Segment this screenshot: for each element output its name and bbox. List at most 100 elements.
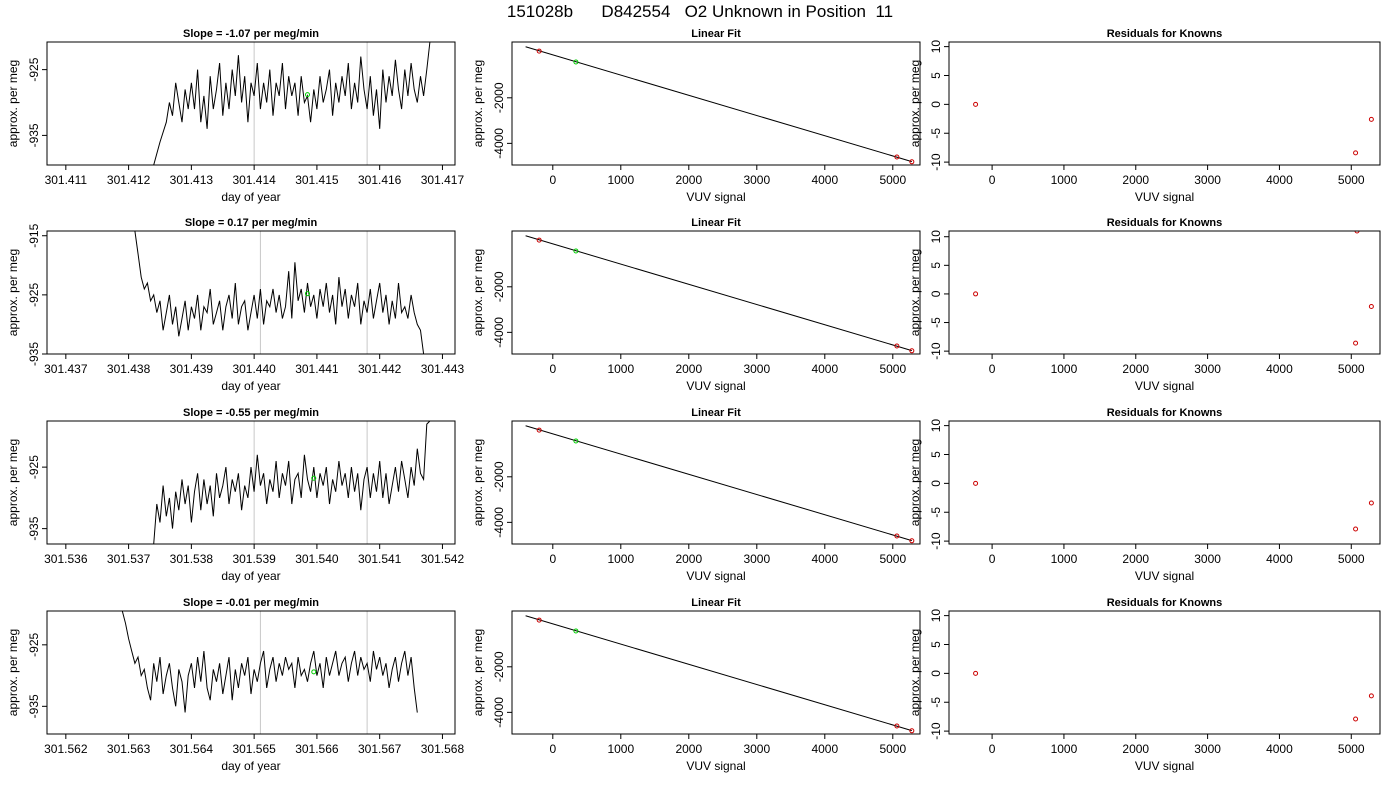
series-line <box>153 42 431 165</box>
x-tick-label: 301.415 <box>295 173 339 187</box>
data-point <box>1368 304 1374 310</box>
x-tick-label: 301.414 <box>232 173 276 187</box>
x-tick-label: 1000 <box>1051 362 1078 376</box>
y-tick-label: -5 <box>929 697 943 708</box>
y-axis-label: approx. per meg <box>908 439 922 526</box>
data-point <box>909 538 915 544</box>
y-tick-label: -935 <box>27 694 41 718</box>
y-tick-label: 0 <box>929 101 943 108</box>
x-axis-label: VUV signal <box>686 759 745 773</box>
data-point <box>536 427 542 433</box>
y-axis-label: approx. per meg <box>471 439 485 526</box>
x-axis-label: VUV signal <box>1135 379 1194 393</box>
plot-area <box>973 231 1374 346</box>
x-tick-label: 301.536 <box>44 552 88 566</box>
x-tick-label: 3000 <box>1194 362 1221 376</box>
series-line <box>121 611 418 713</box>
x-tick-label: 1000 <box>1051 173 1078 187</box>
plot-frame <box>46 420 456 545</box>
fit-panel: Linear Fit 0 1000 2000 3000 4000 5000 -4000 -200… <box>471 217 921 393</box>
x-tick-label: 3000 <box>743 173 770 187</box>
x-tick-label: 0 <box>549 173 556 187</box>
x-tick-label: 3000 <box>743 552 770 566</box>
y-tick-label: -935 <box>27 123 41 147</box>
ts-panel: Slope = -0.55 per meg/min 301.536 301.537 3… <box>6 407 464 583</box>
y-tick-label: -925 <box>27 57 41 81</box>
plot-area <box>525 235 915 354</box>
x-tick-label: 301.564 <box>170 742 214 756</box>
x-axis-label: VUV signal <box>686 379 745 393</box>
x-tick-label: 4000 <box>811 362 838 376</box>
y-tick-label: 5 <box>929 262 943 269</box>
x-tick-label: 0 <box>989 362 996 376</box>
data-point <box>1368 693 1374 699</box>
y-tick-label: -2000 <box>492 461 506 492</box>
x-tick-label: 301.440 <box>232 362 276 376</box>
x-tick-label: 301.537 <box>107 552 151 566</box>
plot-area <box>973 480 1374 532</box>
resid-panel: Residuals for Knowns 0 1000 2000 3000 4000 500… <box>908 597 1381 773</box>
y-axis-label: approx. per meg <box>6 439 20 526</box>
x-tick-label: 301.439 <box>170 362 214 376</box>
x-tick-label: 1000 <box>607 173 634 187</box>
x-tick-label: 5000 <box>1338 173 1365 187</box>
resid-panel: Residuals for Knowns 0 1000 2000 3000 4000 500… <box>908 407 1381 583</box>
y-tick-label: 10 <box>929 40 943 54</box>
y-tick-label: -5 <box>929 507 943 518</box>
y-tick-label: 10 <box>929 609 943 623</box>
panel-title: Linear Fit <box>691 597 741 609</box>
y-tick-label: 10 <box>929 230 943 244</box>
y-tick-label: -10 <box>929 722 943 740</box>
x-axis-label: VUV signal <box>1135 190 1194 204</box>
x-tick-label: 301.540 <box>295 552 339 566</box>
y-tick-label: -925 <box>27 283 41 307</box>
y-axis-label: approx. per meg <box>6 249 20 336</box>
panel-title: Residuals for Knowns <box>1107 28 1223 40</box>
plot-frame <box>46 610 456 735</box>
y-tick-label: 0 <box>929 480 943 487</box>
x-tick-label: 301.542 <box>421 552 465 566</box>
y-tick-label: 5 <box>929 641 943 648</box>
data-point <box>304 92 310 98</box>
resid-panel: Residuals for Knowns 0 1000 2000 3000 4000 500… <box>908 28 1381 204</box>
data-point <box>973 101 979 107</box>
fit-panel: Linear Fit 0 1000 2000 3000 4000 5000 -4000 -200… <box>471 407 921 583</box>
data-point <box>973 291 979 297</box>
figure-title: 151028b D842554 O2 Unknown in Position 1… <box>506 2 894 21</box>
ts-panel: Slope = -0.01 per meg/min 301.562 301.563 3… <box>6 597 464 773</box>
data-point <box>311 669 317 675</box>
x-tick-label: 5000 <box>879 173 906 187</box>
data-point <box>909 728 915 734</box>
panel-title: Slope = -0.01 per meg/min <box>183 597 319 609</box>
ts-panel: Slope = 0.17 per meg/min 301.437 301.438 30… <box>6 217 464 393</box>
x-tick-label: 4000 <box>1266 173 1293 187</box>
panel-title: Residuals for Knowns <box>1107 407 1223 419</box>
plot-area <box>134 231 425 354</box>
x-tick-label: 0 <box>989 552 996 566</box>
y-tick-label: -4000 <box>492 507 506 538</box>
data-point <box>909 348 915 354</box>
x-tick-label: 301.442 <box>358 362 402 376</box>
y-tick-label: -915 <box>27 223 41 247</box>
x-tick-label: 301.443 <box>421 362 465 376</box>
plot-frame <box>46 41 456 166</box>
plot-area <box>973 670 1374 722</box>
plot-frame <box>948 230 1381 355</box>
data-point <box>536 237 542 243</box>
y-tick-label: -4000 <box>492 697 506 728</box>
data-point <box>1353 150 1359 156</box>
fit-line <box>525 235 912 352</box>
y-axis-label: approx. per meg <box>6 629 20 716</box>
data-point <box>573 628 579 634</box>
x-tick-label: 3000 <box>743 362 770 376</box>
x-tick-label: 0 <box>989 173 996 187</box>
y-tick-label: -5 <box>929 317 943 328</box>
x-tick-label: 3000 <box>1194 742 1221 756</box>
y-tick-label: -5 <box>929 128 943 139</box>
data-point <box>1368 116 1374 122</box>
y-tick-label: -10 <box>929 342 943 360</box>
x-tick-label: 1000 <box>1051 742 1078 756</box>
plot-frame <box>46 230 456 355</box>
y-axis-label: approx. per meg <box>908 60 922 147</box>
